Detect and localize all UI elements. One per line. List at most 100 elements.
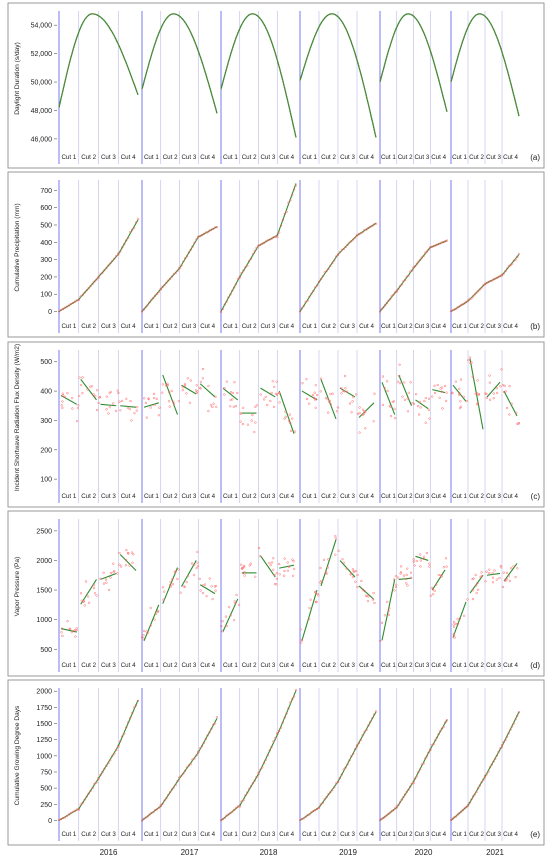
data-point: [169, 585, 173, 588]
data-point: [180, 264, 183, 267]
data-point: [509, 728, 512, 731]
data-point: [283, 557, 286, 560]
data-point: [120, 399, 124, 403]
y-axis-label: Daylight Duration (s/day): [14, 42, 21, 115]
data-point: [79, 295, 82, 298]
data-point: [63, 816, 67, 819]
data-point: [404, 577, 408, 581]
data-point: [87, 595, 90, 598]
data-point: [505, 406, 509, 410]
data-point: [77, 404, 80, 407]
data-point: [395, 805, 398, 808]
cut-label: Cut 2: [163, 662, 178, 669]
cut-label: Cut 4: [279, 831, 294, 838]
data-point: [482, 284, 485, 287]
trend-segment: [143, 402, 159, 408]
data-point: [430, 586, 433, 589]
data-point: [451, 391, 454, 394]
data-point: [168, 791, 172, 794]
data-point: [271, 380, 274, 383]
data-point: [168, 405, 171, 408]
data-point: [361, 734, 364, 737]
cut-label: Cut 2: [398, 323, 413, 330]
data-point: [293, 567, 296, 571]
data-point: [91, 786, 94, 790]
data-point: [152, 396, 156, 400]
data-point: [95, 278, 98, 281]
data-point: [128, 230, 132, 234]
data-point: [201, 377, 204, 380]
data-point: [338, 776, 342, 780]
data-point: [317, 806, 321, 809]
data-point: [146, 304, 149, 307]
trend-segment: [260, 387, 276, 398]
cut-label: Cut 3: [340, 662, 355, 669]
data-point: [493, 569, 496, 572]
cut-label: Cut 4: [121, 154, 136, 161]
cut-label: Cut 3: [414, 831, 429, 838]
data-point: [470, 798, 473, 801]
data-point: [149, 606, 152, 610]
data-point: [86, 388, 89, 391]
data-point: [328, 399, 331, 403]
data-point: [193, 241, 196, 244]
data-point: [266, 754, 270, 757]
data-point: [397, 287, 400, 290]
trend-segment: [301, 589, 318, 641]
data-point: [179, 591, 182, 594]
data-point: [270, 745, 273, 748]
cut-label: Cut 3: [101, 154, 116, 161]
data-point: [497, 750, 500, 754]
data-point: [398, 382, 402, 385]
data-point: [301, 382, 304, 385]
data-point: [485, 570, 488, 573]
data-point: [201, 591, 205, 595]
data-point: [317, 280, 321, 284]
data-point: [344, 387, 347, 390]
data-point: [371, 224, 374, 228]
data-point: [515, 411, 518, 414]
y-tick-label: 0: [48, 309, 52, 316]
data-point: [505, 578, 509, 581]
data-point: [185, 392, 188, 395]
data-point: [229, 391, 233, 394]
data-point: [66, 392, 69, 395]
data-point: [182, 585, 185, 588]
trend-segment: [100, 403, 117, 407]
data-point: [393, 407, 396, 411]
data-point: [251, 413, 254, 417]
data-point: [458, 305, 461, 308]
data-point: [207, 409, 210, 413]
cut-label: Cut 1: [302, 154, 317, 161]
data-point: [508, 579, 512, 583]
data-point: [212, 723, 215, 726]
data-point: [397, 803, 400, 807]
data-point: [381, 375, 385, 378]
data-point: [475, 790, 478, 794]
data-point: [128, 564, 131, 567]
data-point: [355, 393, 358, 396]
data-point: [327, 267, 330, 271]
data-point: [344, 766, 347, 769]
data-point: [253, 779, 256, 782]
data-point: [326, 566, 330, 569]
data-point: [170, 275, 174, 278]
data-point: [340, 773, 343, 776]
data-point: [403, 381, 406, 384]
data-point: [357, 233, 361, 236]
data-point: [167, 793, 170, 797]
panel-frame: [7, 510, 545, 677]
data-point: [292, 559, 295, 563]
data-point: [487, 280, 490, 284]
data-point: [108, 406, 111, 409]
data-point: [492, 392, 495, 395]
data-point: [502, 571, 505, 574]
cut-label: Cut 3: [486, 831, 501, 838]
data-point: [430, 743, 434, 747]
y-tick-label: 1500: [36, 588, 52, 595]
data-point: [484, 392, 487, 395]
data-point: [478, 784, 482, 787]
data-point: [304, 815, 307, 819]
data-point: [254, 575, 257, 578]
cut-label: Cut 3: [486, 493, 501, 500]
